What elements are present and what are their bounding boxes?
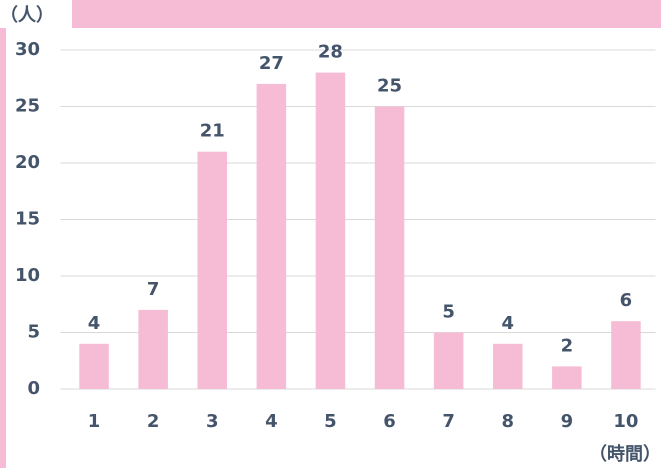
data-label: 28 (318, 42, 343, 63)
y-tick-label: 10 (15, 265, 40, 286)
bar (138, 309, 168, 389)
x-tick-label: 10 (613, 411, 638, 432)
y-tick-label: 20 (15, 152, 40, 173)
x-axis-label: （時間） (589, 444, 661, 465)
bar (315, 72, 346, 389)
x-tick-label: 6 (383, 411, 396, 432)
x-tick-label: 1 (88, 411, 101, 432)
data-label: 5 (442, 302, 455, 323)
y-tick-label: 25 (15, 96, 40, 117)
y-tick-label: 15 (15, 209, 40, 230)
bar (433, 332, 464, 389)
header-band (72, 0, 661, 28)
bar (611, 321, 641, 389)
data-label: 7 (147, 279, 160, 300)
bar (552, 366, 582, 389)
y-tick-label: 30 (15, 39, 40, 60)
y-tick-label: 5 (27, 322, 40, 343)
data-label: 21 (200, 121, 225, 142)
x-tick-label: 5 (324, 411, 337, 432)
y-axis-label: （人） (0, 5, 54, 26)
x-tick-label: 2 (147, 411, 160, 432)
bar (374, 106, 405, 389)
data-label: 4 (501, 313, 514, 334)
side-band (0, 28, 6, 468)
bar (492, 343, 523, 389)
data-label: 27 (259, 53, 284, 74)
y-tick-label: 0 (27, 378, 40, 399)
data-label: 2 (561, 335, 574, 356)
data-label: 6 (620, 290, 633, 311)
x-tick-label: 7 (442, 411, 455, 432)
data-label: 25 (377, 76, 402, 97)
bar (256, 83, 287, 390)
x-tick-label: 4 (265, 411, 278, 432)
bar (79, 343, 109, 389)
x-tick-label: 8 (501, 411, 514, 432)
x-tick-label: 3 (206, 411, 219, 432)
data-label: 4 (88, 313, 101, 334)
x-tick-label: 9 (561, 411, 574, 432)
bar (197, 151, 228, 389)
